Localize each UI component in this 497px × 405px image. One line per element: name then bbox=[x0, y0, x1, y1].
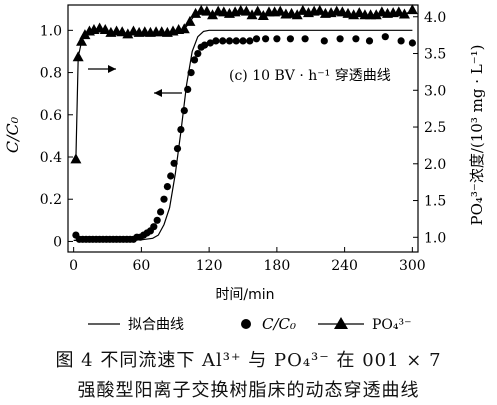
c-ratio-point bbox=[163, 183, 171, 191]
y-axis-label-right: PO₄³⁻浓度/(10³ mg · L⁻¹) bbox=[468, 45, 486, 226]
figure-caption-line2: 强酸型阳离子交换树脂床的动态穿透曲线 bbox=[77, 380, 420, 401]
po4-point bbox=[184, 15, 196, 26]
x-tick-label: 300 bbox=[399, 258, 426, 274]
po4-point bbox=[257, 10, 269, 21]
po4-point bbox=[207, 9, 219, 20]
po4-point bbox=[246, 9, 258, 20]
y-right-tick-label: 3.0 bbox=[424, 83, 446, 99]
arrow-left-axis bbox=[154, 89, 182, 97]
po4-point bbox=[291, 9, 303, 20]
y-axis-label-left: C/C₀ bbox=[3, 116, 22, 153]
figure-caption-line1: 图 4 不同流速下 Al³⁺ 与 PO₄³⁻ 在 001 × 7 bbox=[55, 350, 442, 371]
c-ratio-point bbox=[184, 85, 192, 93]
po4-point bbox=[70, 153, 82, 164]
po4-point bbox=[72, 51, 84, 62]
po4-point bbox=[406, 4, 418, 15]
c-ratio-point bbox=[320, 37, 328, 45]
c-ratio-point bbox=[177, 126, 185, 134]
y-right-tick-label: 3.5 bbox=[424, 47, 446, 63]
c-ratio-point bbox=[170, 159, 178, 167]
x-tick-label: 240 bbox=[331, 258, 358, 274]
y-left-tick-label: 1.0 bbox=[40, 23, 62, 39]
po4-point bbox=[370, 9, 382, 20]
c-ratio-point bbox=[336, 35, 344, 43]
c-ratio-point bbox=[273, 35, 281, 43]
po4-point bbox=[314, 4, 326, 15]
c-ratio-point bbox=[206, 39, 214, 47]
po4-point bbox=[274, 5, 286, 16]
legend-po4-marker bbox=[334, 317, 348, 329]
c-ratio-point bbox=[365, 37, 374, 45]
po4-point bbox=[99, 23, 111, 34]
plot-frame bbox=[67, 4, 419, 253]
c-ratio-point bbox=[157, 208, 165, 216]
legend-c-marker bbox=[241, 319, 251, 329]
y-left-tick-label: 0.6 bbox=[40, 108, 62, 124]
y-right-tick-label: 2.0 bbox=[424, 157, 446, 173]
c-ratio-point bbox=[301, 35, 309, 43]
c-ratio-point bbox=[408, 39, 416, 47]
x-tick-label: 0 bbox=[69, 258, 78, 274]
y-right-tick-label: 4.0 bbox=[424, 10, 446, 26]
c-ratio-point bbox=[219, 37, 227, 45]
c-ratio-point bbox=[252, 35, 261, 43]
c-ratio-point bbox=[397, 37, 405, 45]
chart-svg: 0 60 120 180 240 300 0 0.2 0.4 0.6 0.8 1.0 1.0 1.5 2.0… bbox=[3, 4, 486, 333]
c-ratio-point bbox=[180, 107, 188, 115]
c-ratio-point bbox=[187, 69, 195, 77]
c-ratio-point bbox=[173, 145, 182, 153]
po4-point bbox=[190, 7, 202, 18]
c-ratio-point bbox=[286, 35, 294, 43]
c-ratio-point bbox=[194, 50, 202, 58]
x-tick-label: 180 bbox=[264, 258, 291, 274]
x-tick-label: 120 bbox=[196, 258, 223, 274]
po4-point bbox=[178, 23, 190, 34]
c-ratio-point bbox=[190, 56, 199, 64]
x-tick-label: 60 bbox=[132, 258, 150, 274]
legend-fit-label: 拟合曲线 bbox=[128, 317, 184, 333]
y-left-tick-label: 0 bbox=[53, 234, 62, 250]
c-ratio-point bbox=[160, 195, 168, 203]
legend: 拟合曲线 C/C₀ PO₄³⁻ bbox=[88, 315, 412, 333]
c-ratio-point bbox=[246, 37, 254, 45]
arrow-right-axis-head bbox=[108, 65, 116, 73]
po4-point bbox=[252, 5, 264, 16]
x-axis-label: 时间/min bbox=[215, 287, 274, 303]
arrow-left-axis-head bbox=[154, 89, 162, 97]
c-ratio-point bbox=[262, 35, 270, 43]
chart-annotation: (c) 10 BV · h⁻¹ 穿透曲线 bbox=[229, 68, 391, 84]
po4-point bbox=[122, 28, 134, 39]
c-ratio-point bbox=[352, 35, 360, 43]
po4-point bbox=[240, 5, 252, 16]
c-ratio-point bbox=[381, 33, 389, 41]
y-right-tick-label: 1.0 bbox=[424, 230, 446, 246]
po4-point bbox=[398, 8, 410, 19]
po4-point bbox=[201, 5, 213, 16]
c-ratio-point bbox=[212, 37, 220, 45]
c-ratio-point bbox=[150, 223, 158, 231]
y-right-tick-label: 1.5 bbox=[424, 194, 446, 210]
c-ratio-point bbox=[153, 216, 161, 224]
c-ratio-point bbox=[239, 37, 247, 45]
y-left-tick-label: 0.4 bbox=[40, 150, 62, 166]
y-right-tick-label: 2.5 bbox=[424, 120, 446, 136]
legend-po4-label: PO₄³⁻ bbox=[372, 317, 412, 333]
c-ratio-point bbox=[201, 41, 209, 49]
c-ratio-point bbox=[225, 37, 234, 45]
po4-point bbox=[76, 35, 88, 46]
y-left-tick-label: 0.2 bbox=[40, 192, 62, 208]
c-ratio-point bbox=[167, 172, 175, 180]
arrow-right-axis bbox=[88, 65, 116, 73]
c-ratio-point bbox=[232, 37, 240, 45]
y-left-tick-label: 0.8 bbox=[40, 66, 62, 82]
legend-c-label: C/C₀ bbox=[262, 315, 296, 333]
